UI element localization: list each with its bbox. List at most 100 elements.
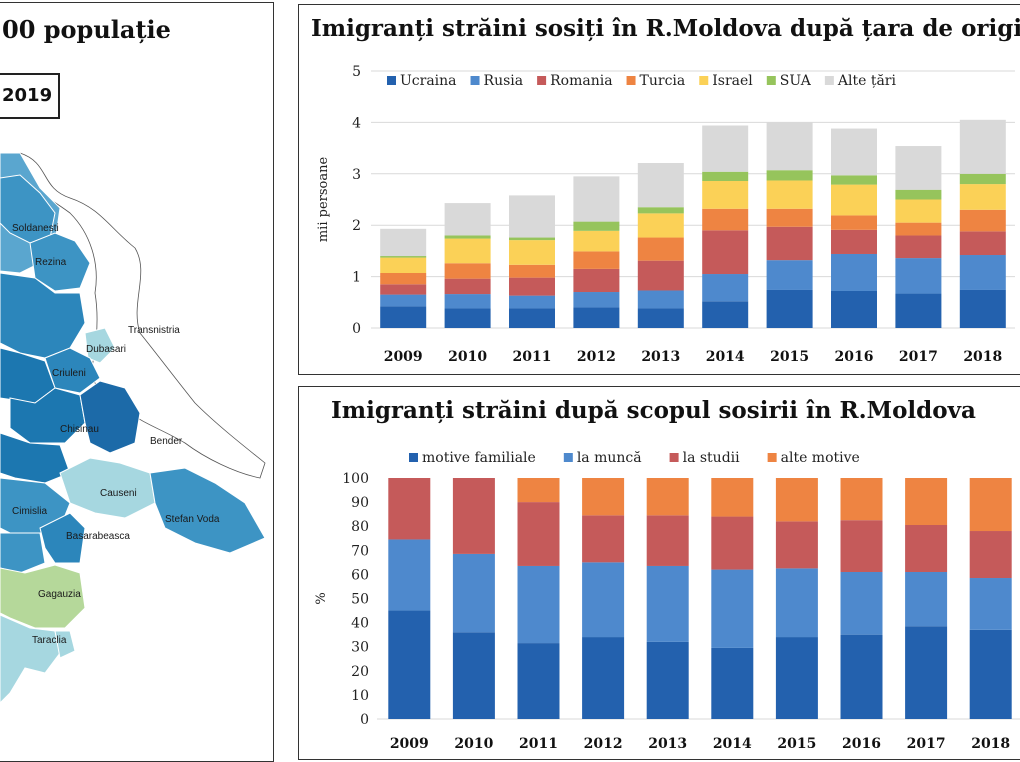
legend-swatch <box>626 76 636 85</box>
bar-rusia-2009 <box>380 294 427 307</box>
y-tick-label: 1 <box>352 270 361 286</box>
bar-motive-familiale-2010 <box>452 632 495 719</box>
region-label-2: Rezina <box>35 257 67 268</box>
x-tick-label: 2017 <box>899 349 938 365</box>
bar-motive-familiale-2011 <box>517 643 560 719</box>
y-tick-label: 60 <box>351 567 369 583</box>
bar-sua-2017 <box>895 189 942 200</box>
bar-turcia-2014 <box>702 208 749 231</box>
stefan-voda-area <box>149 467 266 554</box>
bar-ucraina-2011 <box>509 308 555 328</box>
region-label-5: Dubasari <box>86 344 126 355</box>
bar-israel-2017 <box>895 199 942 223</box>
bar-rusia-2014 <box>702 274 749 302</box>
moldova-map: Soldanesti Rezina Transnistria Dubasari … <box>0 152 266 704</box>
legend-label: la studii <box>683 450 741 466</box>
bar-alte-ri-2009 <box>380 228 427 257</box>
bar-israel-2018 <box>959 184 1006 210</box>
legend-label: Israel <box>712 73 753 89</box>
bar-alte-motive-2018 <box>969 478 1012 532</box>
bar-sua-2016 <box>831 175 877 185</box>
legend-swatch <box>387 76 396 85</box>
x-tick-label: 2015 <box>777 736 816 752</box>
y-tick-label: 20 <box>351 664 369 680</box>
bar-rusia-2018 <box>959 255 1006 290</box>
map-title: 00 populație <box>2 15 171 44</box>
bar-motive-familiale-2015 <box>775 637 818 719</box>
bar-alte-motive-2011 <box>517 478 560 503</box>
bar-alte-ri-2013 <box>637 163 684 208</box>
chart-origin-panel: Imigranți străini sosiți în R.Moldova du… <box>298 4 1020 375</box>
x-tick-label: 2010 <box>454 736 493 752</box>
bar-romania-2011 <box>509 277 555 296</box>
bar-la-studii-2016 <box>840 520 883 572</box>
legend-label: Romania <box>550 73 612 89</box>
bar-romania-2013 <box>637 260 684 291</box>
map-year-box: 2019 <box>0 73 60 119</box>
bar-rusia-2013 <box>637 290 684 309</box>
bar-ucraina-2009 <box>380 306 427 328</box>
region-label-8: Chisinau <box>60 424 99 435</box>
bar-motive-familiale-2012 <box>582 637 625 719</box>
y-tick-label: 40 <box>351 616 369 632</box>
map-year: 2019 <box>2 85 53 106</box>
legend-swatch <box>409 453 418 462</box>
bar-la-studii-2010 <box>452 478 495 554</box>
bar-ucraina-2013 <box>637 308 684 328</box>
bar-ucraina-2018 <box>959 289 1006 328</box>
bar-ucraina-2017 <box>895 293 942 328</box>
x-tick-label: 2016 <box>842 736 881 752</box>
bar-israel-2013 <box>637 213 684 238</box>
basarabeasca-area <box>39 512 86 564</box>
bar-israel-2016 <box>831 184 877 216</box>
bar-motive-familiale-2013 <box>646 641 689 719</box>
orhei-area <box>0 272 86 359</box>
bar-la-studii-2013 <box>646 515 689 566</box>
legend-swatch <box>824 76 834 85</box>
x-tick-label: 2014 <box>706 349 745 365</box>
y-tick-label: 0 <box>360 712 369 728</box>
bar-ucraina-2014 <box>702 301 749 328</box>
legend-swatch <box>470 76 480 85</box>
bar-turcia-2018 <box>959 209 1006 232</box>
bar-ucraina-2016 <box>831 290 877 328</box>
bar-rusia-2011 <box>509 295 555 309</box>
legend-swatch <box>669 453 679 462</box>
bar-turcia-2011 <box>509 264 555 278</box>
bar-israel-2011 <box>509 240 555 265</box>
bar-la-munc--2012 <box>582 562 625 638</box>
bar-alte-motive-2013 <box>646 478 689 516</box>
y-tick-label: 3 <box>352 167 361 183</box>
bar-la-munc--2015 <box>775 568 818 638</box>
bar-turcia-2016 <box>831 215 877 230</box>
region-label-6: Criuleni <box>52 368 86 379</box>
bar-la-studii-2017 <box>905 524 948 572</box>
anenii-noi-area <box>79 380 141 454</box>
bar-alte-ri-2015 <box>766 122 813 171</box>
bar-la-studii-2018 <box>969 531 1012 579</box>
transnistria-region <box>19 152 266 479</box>
y-tick-label: 50 <box>351 592 369 608</box>
bar-rusia-2012 <box>573 292 620 308</box>
bar-la-munc--2013 <box>646 565 689 642</box>
legend-label: Ucraina <box>400 73 457 89</box>
legend-label: SUA <box>780 73 812 89</box>
bar-rusia-2015 <box>766 260 813 290</box>
bar-la-munc--2018 <box>969 578 1012 630</box>
legend-label: Alte țări <box>837 73 897 89</box>
bar-alte-motive-2017 <box>905 478 948 525</box>
region-label-9: Bender <box>150 436 183 447</box>
y-tick-label: 10 <box>351 688 369 704</box>
bar-turcia-2015 <box>766 208 813 227</box>
chart-origin-title: Imigranți străini sosiți în R.Moldova du… <box>311 15 1020 42</box>
y-tick-label: 4 <box>352 115 361 131</box>
bar-la-munc--2009 <box>388 539 431 611</box>
x-tick-label: 2013 <box>641 349 680 365</box>
legend-swatch <box>699 76 709 85</box>
bar-romania-2017 <box>895 235 942 259</box>
x-tick-label: 2010 <box>448 349 487 365</box>
bar-motive-familiale-2014 <box>711 647 754 719</box>
bar-alte-ri-2017 <box>895 146 942 190</box>
legend-label: Turcia <box>640 73 686 89</box>
bar-sua-2011 <box>509 237 555 241</box>
